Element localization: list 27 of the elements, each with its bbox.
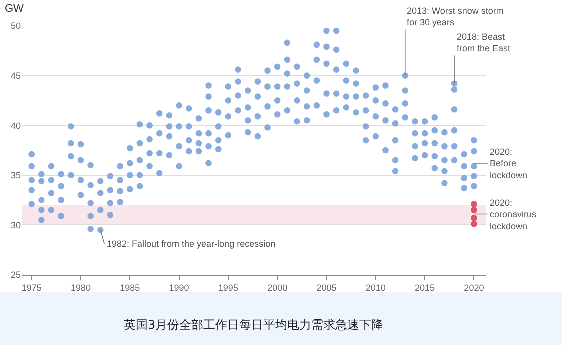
x-tick-label: 2010 — [366, 282, 386, 293]
x-tick-label: 2005 — [316, 282, 337, 293]
y-tick-label: 30 — [10, 220, 21, 230]
x-tick-label: 1975 — [22, 282, 42, 293]
annotation: 2013: Worst snow storm for 30 years — [407, 6, 504, 28]
y-tick-label: 25 — [10, 270, 21, 280]
y-tick-label: 45 — [10, 70, 21, 81]
annotation: 1982: Fallout from the year-long recession — [107, 239, 276, 249]
x-tick-label: 2000 — [268, 282, 288, 293]
x-tick-label: 1990 — [169, 282, 190, 293]
x-tick-label: 2015 — [415, 282, 436, 293]
point — [471, 207, 478, 214]
y-tick-label: 40 — [10, 120, 21, 131]
point — [471, 221, 478, 228]
x-tick-label: 2020 — [464, 282, 484, 293]
x-tick-label: 1985 — [120, 282, 140, 293]
annotation: 2020: Before lockdown — [490, 147, 528, 180]
y-tick-label: 50 — [10, 21, 21, 32]
x-tick-label: 1980 — [70, 282, 91, 293]
annotation: 2020: coronavirus lockdown — [490, 198, 538, 232]
y-axis-title: GW — [5, 3, 25, 15]
point — [471, 201, 478, 208]
annotation: 2018: Beast from the East — [457, 32, 512, 54]
y-tick-label: 35 — [10, 170, 21, 181]
text: 英国3月份全部工作日每日平均电力需求急速下降 — [124, 318, 384, 332]
point — [471, 215, 478, 222]
x-tick-label: 1995 — [218, 282, 238, 293]
